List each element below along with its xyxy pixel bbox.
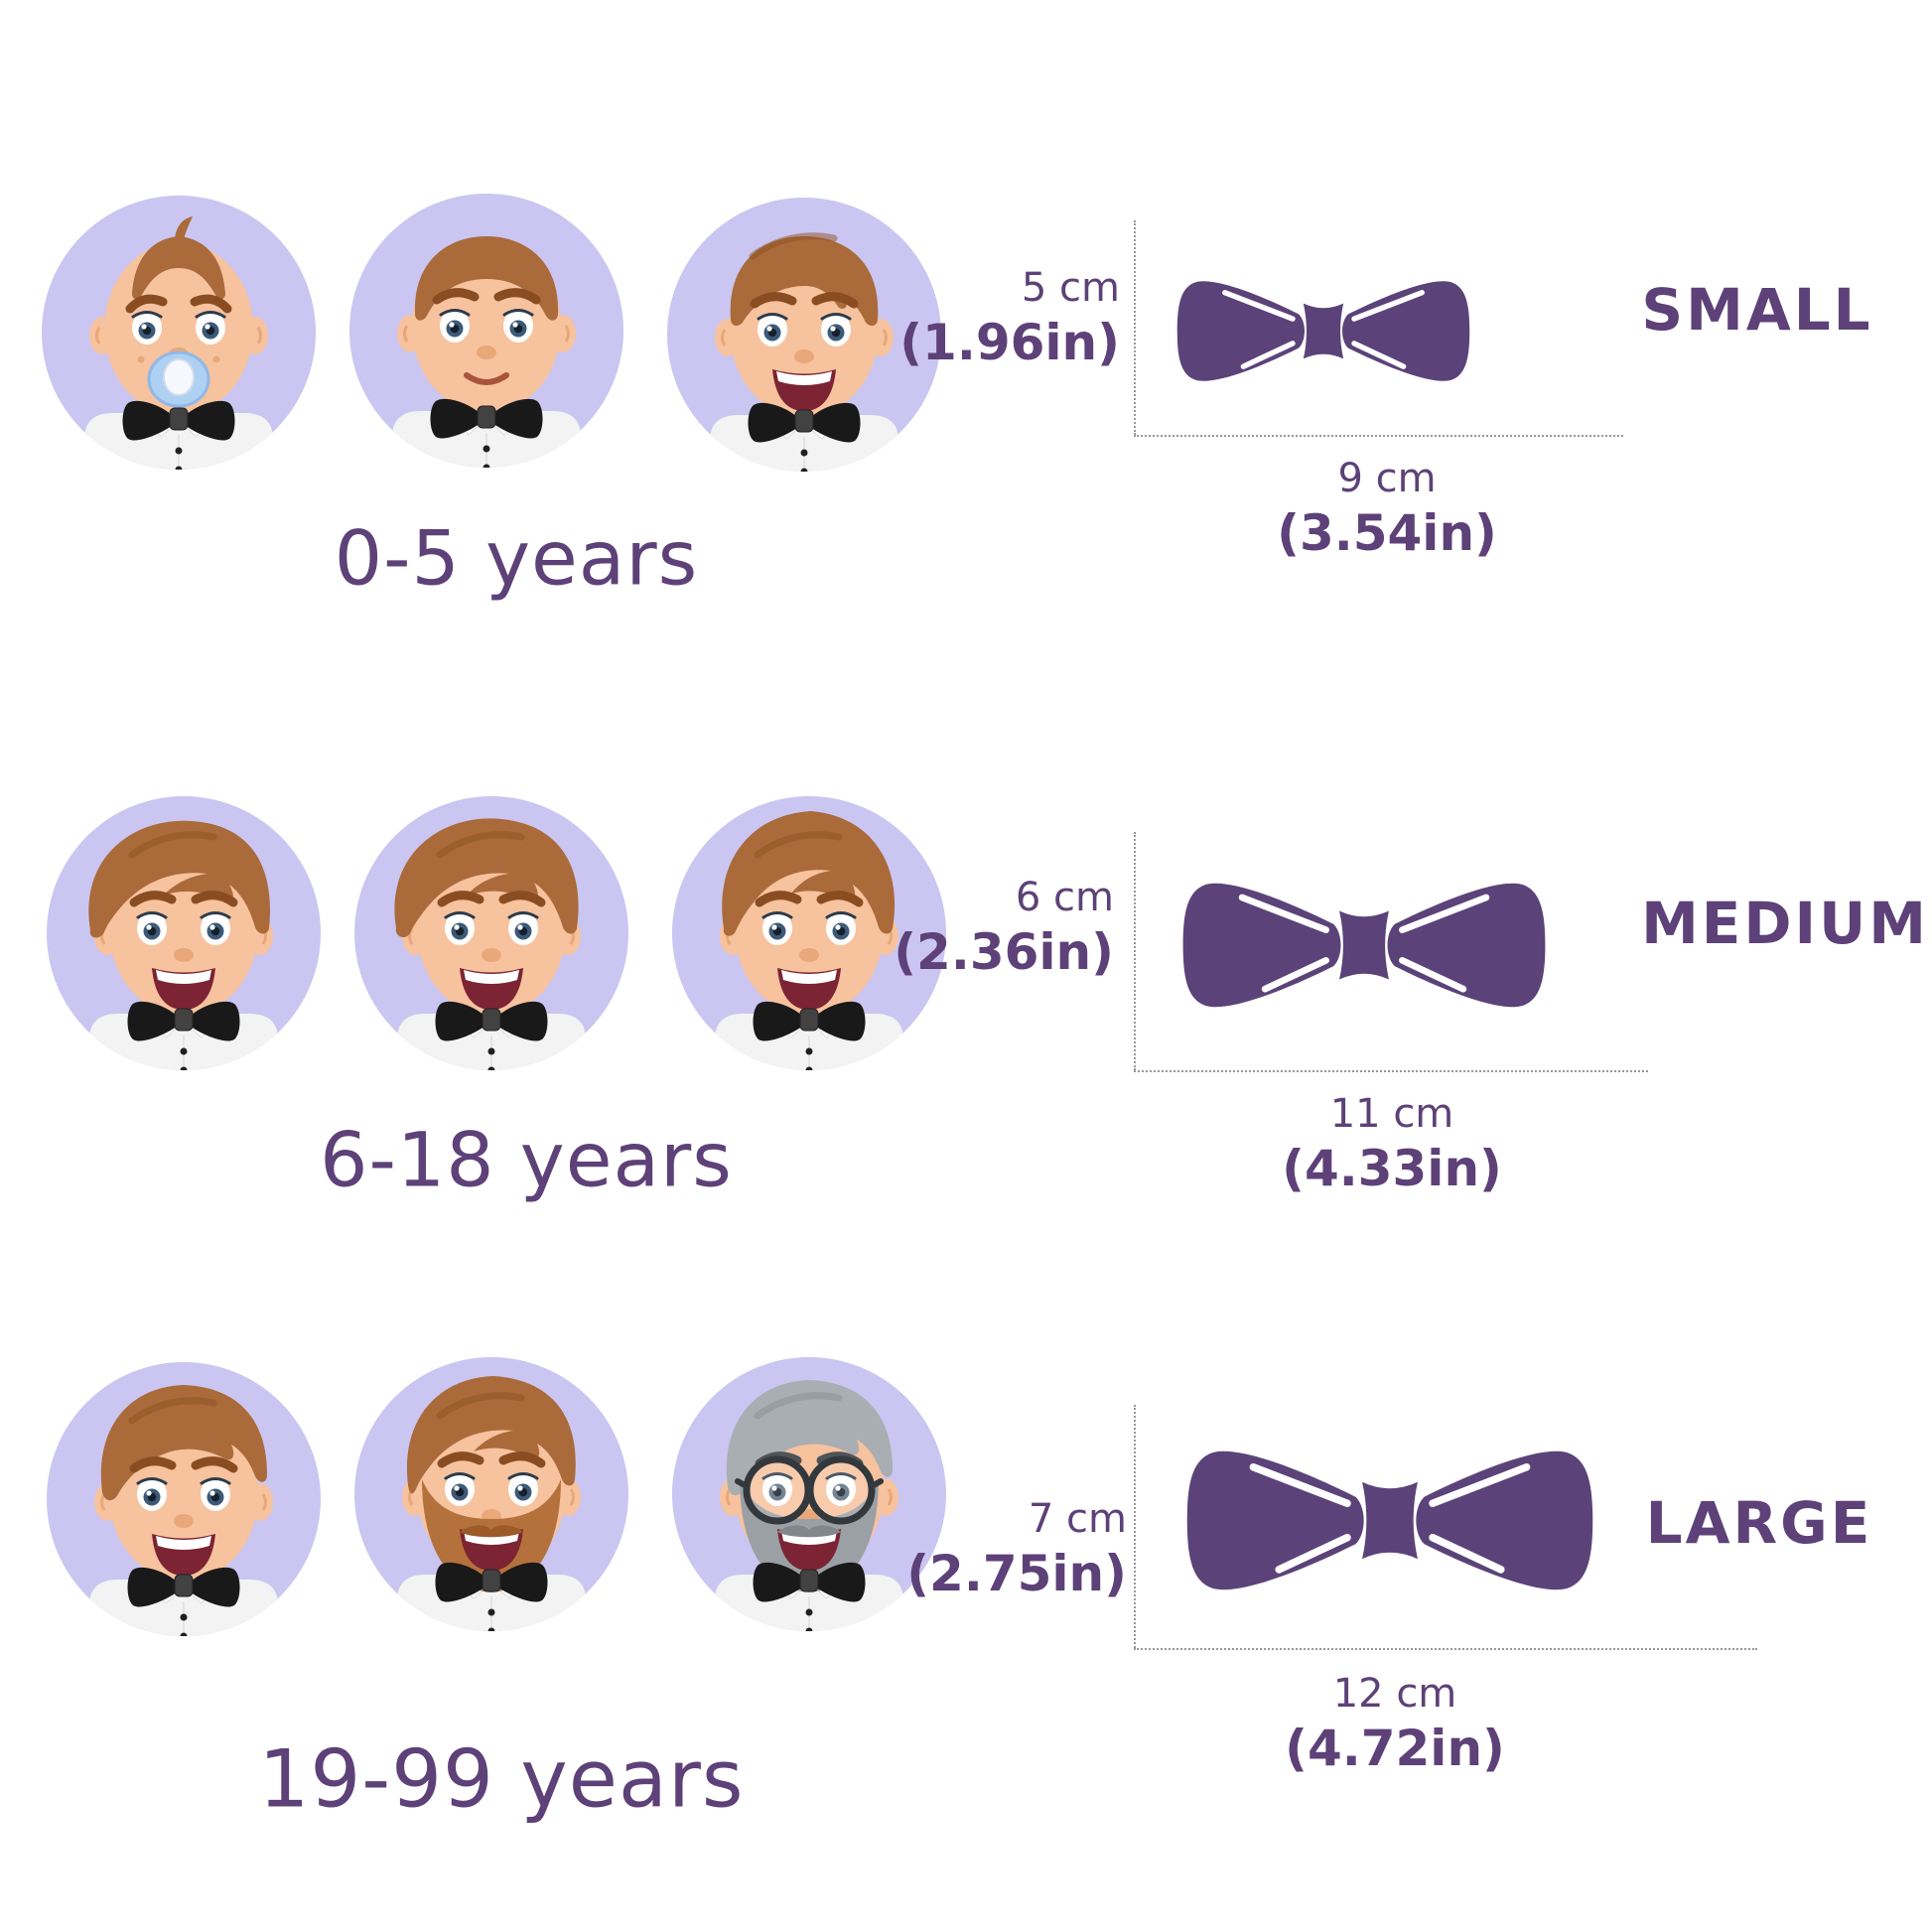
width-dimension-line [1134, 1648, 1757, 1650]
width-inch-value: (4.33in) [1282, 1139, 1502, 1197]
width-inch-value: (3.54in) [1277, 503, 1497, 562]
width-cm-value: 9 cm [1337, 456, 1437, 501]
width-dimension-line [1134, 435, 1623, 437]
bowtie-medium-graphic [1161, 850, 1568, 1040]
height-label: 7 cm (2.75in) [906, 1495, 1127, 1604]
boy-swept-hair-avatar [35, 779, 333, 1077]
width-cm-value: 12 cm [1332, 1671, 1457, 1717]
teen-messy-hair-avatar [660, 779, 958, 1077]
size-name-medium: MEDIUM [1641, 890, 1929, 957]
height-label: 5 cm (1.96in) [899, 264, 1120, 373]
bearded-man-avatar [343, 1340, 640, 1638]
height-dimension-line [1134, 1405, 1136, 1648]
size-name-large: LARGE [1645, 1489, 1873, 1557]
height-dimension-line [1134, 220, 1136, 435]
width-cm-value: 11 cm [1329, 1091, 1454, 1137]
young-boy-avatar [655, 181, 953, 479]
height-inch-value: (1.96in) [899, 313, 1120, 371]
height-cm-value: 6 cm [1015, 875, 1114, 920]
young-man-avatar [35, 1345, 333, 1643]
age-range-label: 0-5 years [334, 513, 699, 603]
age-range-label: 19-99 years [258, 1732, 745, 1826]
height-label: 6 cm (2.36in) [894, 874, 1114, 983]
height-dimension-line [1134, 832, 1136, 1070]
height-cm-value: 5 cm [1021, 265, 1120, 311]
height-inch-value: (2.36in) [894, 922, 1114, 981]
toddler-avatar [338, 177, 635, 475]
width-dimension-line [1134, 1070, 1648, 1072]
teen-swept-hair-avatar [343, 779, 640, 1077]
baby-avatar [30, 179, 328, 477]
bowtie-large-graphic [1162, 1414, 1618, 1627]
height-inch-value: (2.75in) [906, 1544, 1127, 1602]
width-label: 9 cm (3.54in) [1277, 455, 1497, 564]
width-inch-value: (4.72in) [1285, 1719, 1505, 1777]
size-name-small: SMALL [1641, 276, 1873, 344]
senior-glasses-avatar [660, 1340, 958, 1638]
height-cm-value: 7 cm [1028, 1496, 1127, 1542]
width-label: 11 cm (4.33in) [1282, 1090, 1502, 1199]
age-range-label: 6-18 years [320, 1115, 733, 1204]
bowtie-small-graphic [1160, 254, 1487, 408]
width-label: 12 cm (4.72in) [1285, 1670, 1505, 1779]
